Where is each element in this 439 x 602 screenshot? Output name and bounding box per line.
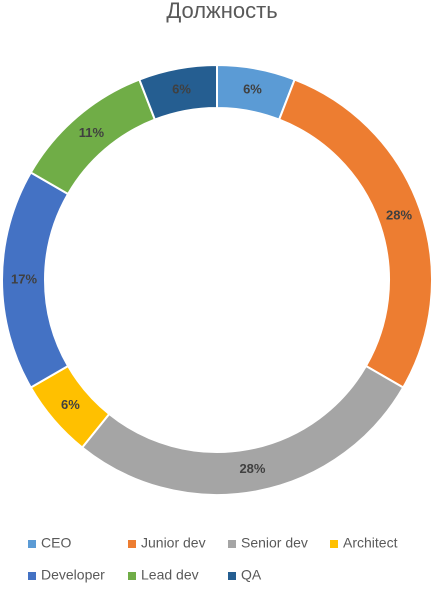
legend-swatch [128,572,136,580]
legend-label: Architect [343,535,398,551]
legend-label: CEO [41,535,71,551]
legend-swatch [330,540,338,548]
data-label: 28% [386,207,412,222]
legend-swatch [128,540,136,548]
legend-label: Senior dev [241,535,308,551]
data-label: 28% [239,461,265,476]
legend-swatch [228,572,236,580]
legend-label: QA [241,567,262,583]
chart-title: Должность [166,0,277,23]
legend-swatch [28,540,36,548]
data-label: 11% [79,125,105,140]
legend-label: Junior dev [141,535,206,551]
donut-slice [138,63,218,121]
data-label: 17% [11,271,37,286]
legend-label: Lead dev [141,567,199,583]
data-label: 6% [172,82,191,97]
legend-swatch [228,540,236,548]
legend-swatch [28,572,36,580]
data-label: 6% [61,397,80,412]
donut-slice [277,78,433,389]
legend-label: Developer [41,567,105,583]
data-label: 6% [243,82,262,97]
